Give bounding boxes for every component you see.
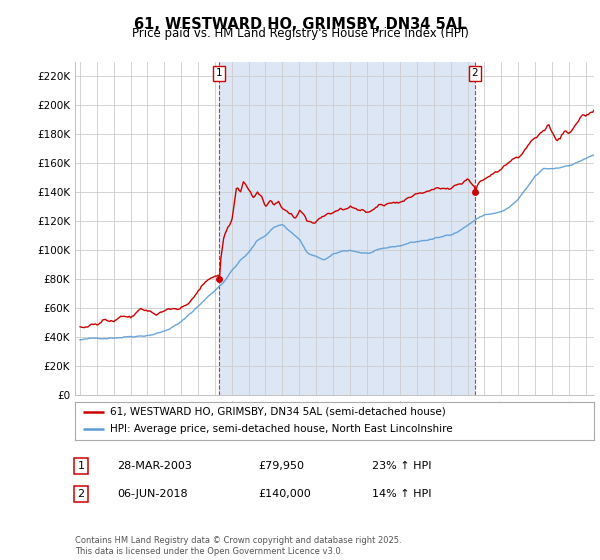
Text: 1: 1 [77, 461, 85, 471]
Text: 2: 2 [77, 489, 85, 499]
Text: £79,950: £79,950 [258, 461, 304, 471]
Text: 28-MAR-2003: 28-MAR-2003 [117, 461, 192, 471]
Text: 06-JUN-2018: 06-JUN-2018 [117, 489, 188, 499]
Text: 61, WESTWARD HO, GRIMSBY, DN34 5AL: 61, WESTWARD HO, GRIMSBY, DN34 5AL [134, 17, 466, 32]
Bar [219, 62, 475, 395]
Text: HPI: Average price, semi-detached house, North East Lincolnshire: HPI: Average price, semi-detached house,… [110, 424, 453, 435]
Text: 23% ↑ HPI: 23% ↑ HPI [372, 461, 431, 471]
Text: 61, WESTWARD HO, GRIMSBY, DN34 5AL (semi-detached house): 61, WESTWARD HO, GRIMSBY, DN34 5AL (semi… [110, 407, 446, 417]
Text: 14% ↑ HPI: 14% ↑ HPI [372, 489, 431, 499]
Text: £140,000: £140,000 [258, 489, 311, 499]
Text: Price paid vs. HM Land Registry's House Price Index (HPI): Price paid vs. HM Land Registry's House … [131, 27, 469, 40]
Text: 2: 2 [472, 68, 478, 78]
Text: Contains HM Land Registry data © Crown copyright and database right 2025.
This d: Contains HM Land Registry data © Crown c… [75, 536, 401, 556]
Text: 1: 1 [215, 68, 222, 78]
